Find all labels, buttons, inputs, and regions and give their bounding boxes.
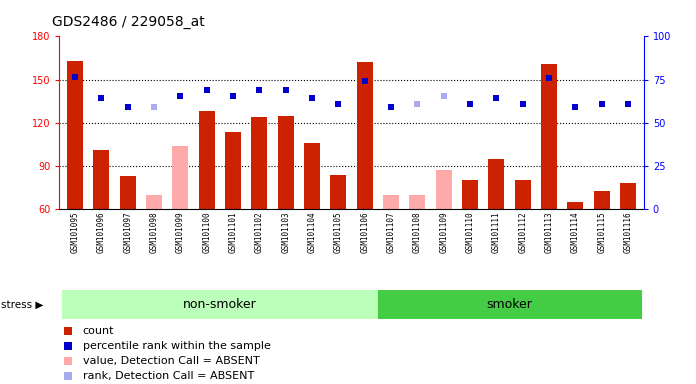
Bar [120,176,136,209]
Text: GSM101115: GSM101115 [597,212,606,253]
Bar [541,64,557,209]
Bar [93,150,109,209]
Text: GSM101111: GSM101111 [492,212,501,253]
Bar [225,132,241,209]
Text: non-smoker: non-smoker [183,298,257,311]
Bar [620,184,636,209]
Text: count: count [83,326,114,336]
Text: rank, Detection Call = ABSENT: rank, Detection Call = ABSENT [83,371,254,381]
Text: value, Detection Call = ABSENT: value, Detection Call = ABSENT [83,356,260,366]
Bar [173,146,188,209]
Text: GSM101108: GSM101108 [413,212,422,253]
Text: stress ▶: stress ▶ [1,299,43,310]
Text: GSM101116: GSM101116 [624,212,633,253]
Text: percentile rank within the sample: percentile rank within the sample [83,341,271,351]
Bar [331,175,346,209]
Bar [378,290,641,319]
Text: GSM101099: GSM101099 [176,212,185,253]
Text: GSM101095: GSM101095 [70,212,79,253]
Text: GSM101110: GSM101110 [466,212,475,253]
Text: GSM101107: GSM101107 [386,212,395,253]
Text: smoker: smoker [487,298,532,311]
Text: GSM101097: GSM101097 [123,212,132,253]
Bar [62,290,378,319]
Bar [409,195,425,209]
Text: GSM101104: GSM101104 [308,212,317,253]
Text: GSM101098: GSM101098 [150,212,159,253]
Bar [278,116,294,209]
Bar [357,62,372,209]
Text: GDS2486 / 229058_at: GDS2486 / 229058_at [52,15,205,29]
Text: GSM101113: GSM101113 [544,212,553,253]
Text: GSM101114: GSM101114 [571,212,580,253]
Text: GSM101109: GSM101109 [439,212,448,253]
Bar [67,61,83,209]
Text: GSM101103: GSM101103 [281,212,290,253]
Bar [567,202,583,209]
Text: GSM101102: GSM101102 [255,212,264,253]
Bar [515,180,530,209]
Bar [594,190,610,209]
Bar [199,111,214,209]
Bar [436,170,452,209]
Bar [462,180,478,209]
Bar [251,117,267,209]
Text: GSM101096: GSM101096 [97,212,106,253]
Text: GSM101101: GSM101101 [228,212,237,253]
Text: GSM101100: GSM101100 [202,212,211,253]
Text: GSM101105: GSM101105 [334,212,343,253]
Bar [489,159,504,209]
Bar [304,143,320,209]
Bar [146,195,162,209]
Text: GSM101112: GSM101112 [518,212,527,253]
Text: GSM101106: GSM101106 [360,212,369,253]
Bar [383,195,399,209]
